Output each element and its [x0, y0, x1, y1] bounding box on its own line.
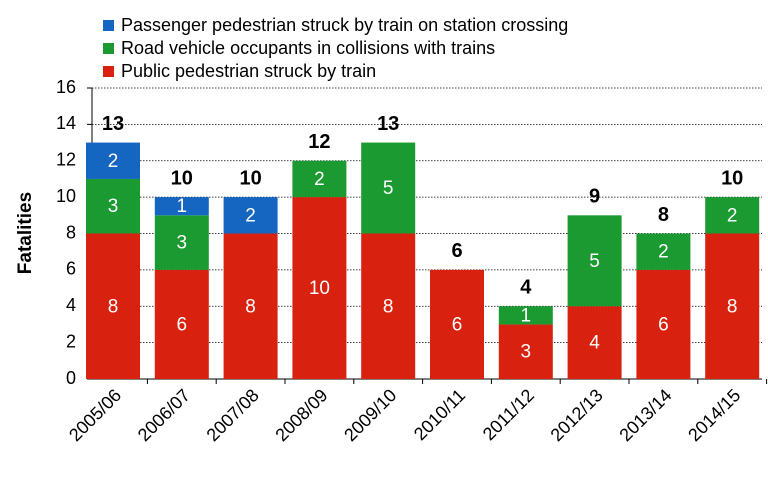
x-tick-label: 2013/14 — [615, 385, 675, 445]
x-tick-label: 2014/15 — [684, 385, 744, 445]
bar-segment — [567, 215, 622, 307]
x-tick-label: 2009/10 — [340, 385, 400, 445]
total-label: 6 — [451, 240, 462, 262]
bar-segment — [86, 178, 140, 234]
y-tick-label: 14 — [56, 113, 76, 133]
segment-label: 8 — [108, 296, 119, 317]
x-tick-label: 2008/09 — [271, 385, 331, 445]
legend-label: Passenger pedestrian struck by train on … — [121, 15, 568, 35]
segment-label: 5 — [589, 251, 600, 272]
segment-label: 2 — [245, 205, 256, 226]
bar-segment — [223, 197, 278, 234]
bar-segment — [86, 142, 140, 179]
y-tick-label: 12 — [56, 150, 76, 170]
x-tick-label: 2006/07 — [134, 385, 194, 445]
y-tick-label: 16 — [56, 77, 76, 97]
segment-label: 10 — [309, 278, 330, 299]
bar-segment — [636, 233, 691, 270]
y-tick-label: 10 — [56, 186, 76, 206]
y-axis-label: Fatalities — [15, 192, 36, 274]
segment-label: 2 — [727, 205, 738, 226]
bar-segment — [361, 142, 416, 234]
segment-label: 8 — [383, 296, 394, 317]
legend-swatch — [103, 66, 114, 77]
x-tick-label: 2011/12 — [479, 385, 538, 444]
legend-swatch — [103, 43, 114, 54]
total-label: 10 — [239, 167, 261, 189]
total-label: 8 — [658, 204, 669, 226]
bar-segment — [86, 233, 140, 379]
y-tick-label: 4 — [66, 295, 76, 315]
bar-segment — [430, 269, 484, 379]
segment-label: 2 — [314, 169, 325, 190]
bar-segment — [292, 197, 347, 379]
total-label: 10 — [721, 167, 743, 189]
bar-segment — [705, 233, 760, 379]
x-tick-label: 2005/06 — [65, 385, 125, 445]
x-tick-label: 2012/13 — [547, 385, 607, 445]
segment-label: 1 — [521, 305, 532, 326]
bar-segment — [498, 324, 553, 379]
y-tick-label: 8 — [66, 222, 76, 242]
bar-segment — [705, 197, 760, 234]
total-label: 12 — [308, 131, 330, 153]
total-label: 10 — [171, 167, 193, 189]
segment-label: 3 — [521, 342, 532, 363]
x-tick-label: 2010/11 — [410, 385, 469, 444]
total-label: 13 — [102, 113, 124, 135]
segment-label: 8 — [245, 296, 256, 317]
legend-label: Road vehicle occupants in collisions wit… — [121, 38, 495, 58]
x-tick-label: 2007/08 — [203, 385, 263, 445]
segment-label: 4 — [589, 333, 600, 354]
segment-label: 2 — [658, 242, 669, 263]
segment-label: 3 — [177, 233, 188, 254]
y-tick-label: 6 — [66, 259, 76, 279]
y-tick-label: 0 — [66, 368, 76, 388]
legend-swatch — [103, 20, 114, 31]
total-label: 9 — [589, 186, 600, 208]
bar-segment — [498, 306, 553, 325]
segment-label: 6 — [177, 314, 188, 335]
bar-segment — [154, 197, 209, 216]
total-label: 13 — [377, 113, 399, 135]
segment-label: 1 — [177, 196, 188, 217]
total-label: 4 — [520, 277, 532, 299]
y-tick-label: 2 — [66, 331, 76, 351]
segment-label: 6 — [658, 314, 669, 335]
bar-segment — [567, 306, 622, 379]
bar-segment — [223, 233, 278, 379]
segment-label: 6 — [452, 314, 463, 335]
bar-segment — [154, 269, 209, 379]
bar-segment — [292, 160, 347, 198]
segment-label: 3 — [108, 196, 119, 217]
segment-label: 5 — [383, 178, 394, 199]
bar-segment — [361, 233, 416, 379]
segment-label: 2 — [108, 151, 119, 172]
bar-segment — [636, 269, 691, 379]
segment-label: 8 — [727, 296, 738, 317]
bar-segment — [154, 215, 209, 270]
legend-label: Public pedestrian struck by train — [121, 61, 376, 81]
